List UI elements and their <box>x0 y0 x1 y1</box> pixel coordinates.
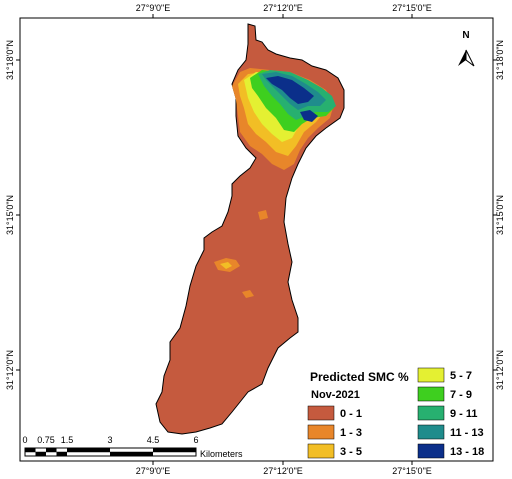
right-lat-label-2: 31°15'0"N <box>495 195 505 235</box>
legend-label-1-3: 1 - 3 <box>340 427 362 439</box>
scale-bar: 0 0.75 1.5 3 4.5 6 Kilometers <box>22 435 243 459</box>
top-lon-label-3: 27°15'0"E <box>392 3 432 13</box>
lower-patch-3 <box>242 290 254 298</box>
legend-swatch-1-3 <box>307 424 335 440</box>
legend-label-0-1: 0 - 1 <box>340 408 362 420</box>
scale-tick-0-75: 0.75 <box>37 435 55 445</box>
bottom-lon-label-2: 27°12'0"E <box>263 466 303 476</box>
left-latitude-axis: 31°18'0"N 31°15'0"N 31°12'0"N <box>5 40 20 390</box>
zone-13-18 <box>266 76 314 104</box>
north-label: N <box>462 30 469 41</box>
bottom-longitude-axis: 27°9'0"E 27°12'0"E 27°15'0"E <box>136 461 432 476</box>
scale-tick-6: 6 <box>193 435 198 445</box>
legend-label-5-7: 5 - 7 <box>450 370 472 382</box>
left-lat-label-2: 31°15'0"N <box>5 195 15 235</box>
bottom-lon-label-3: 27°15'0"E <box>392 466 432 476</box>
legend: Predicted SMC % Nov-2021 0 - 1 1 - 3 3 -… <box>307 367 484 459</box>
legend-label-7-9: 7 - 9 <box>450 389 472 401</box>
legend-label-9-11: 9 - 11 <box>450 408 478 420</box>
left-lat-label-1: 31°18'0"N <box>5 40 15 80</box>
legend-swatch-11-13 <box>417 424 445 440</box>
legend-label-11-13: 11 - 13 <box>450 427 484 439</box>
right-lat-label-3: 31°12'0"N <box>495 350 505 390</box>
scale-tick-1-5: 1.5 <box>61 435 74 445</box>
legend-swatch-5-7 <box>417 367 445 383</box>
top-lon-label-1: 27°9'0"E <box>136 3 171 13</box>
scale-tick-3: 3 <box>107 435 112 445</box>
north-arrow-icon: N <box>458 30 475 67</box>
legend-label-3-5: 3 - 5 <box>340 446 362 458</box>
lower-patch-4 <box>258 210 268 220</box>
study-area <box>155 23 345 435</box>
legend-swatch-0-1 <box>307 405 335 421</box>
legend-swatch-9-11 <box>417 405 445 421</box>
right-lat-label-1: 31°18'0"N <box>495 40 505 80</box>
left-lat-label-3: 31°12'0"N <box>5 350 15 390</box>
scale-tick-0: 0 <box>22 435 27 445</box>
top-lon-label-2: 27°12'0"E <box>263 3 303 13</box>
legend-swatch-13-18 <box>417 443 445 459</box>
legend-title: Predicted SMC % <box>310 370 409 384</box>
lower-patch-2 <box>220 262 232 269</box>
bottom-lon-label-1: 27°9'0"E <box>136 466 171 476</box>
legend-swatch-7-9 <box>417 386 445 402</box>
top-longitude-axis: 27°9'0"E 27°12'0"E 27°15'0"E <box>136 3 432 18</box>
scale-tick-4-5: 4.5 <box>147 435 160 445</box>
legend-swatch-3-5 <box>307 443 335 459</box>
zone-13-18-patch <box>300 110 318 122</box>
legend-subtitle: Nov-2021 <box>311 389 360 401</box>
scale-unit-label: Kilometers <box>200 449 243 459</box>
legend-label-13-18: 13 - 18 <box>450 446 484 458</box>
right-latitude-axis: 31°18'0"N 31°15'0"N 31°12'0"N <box>493 40 505 390</box>
